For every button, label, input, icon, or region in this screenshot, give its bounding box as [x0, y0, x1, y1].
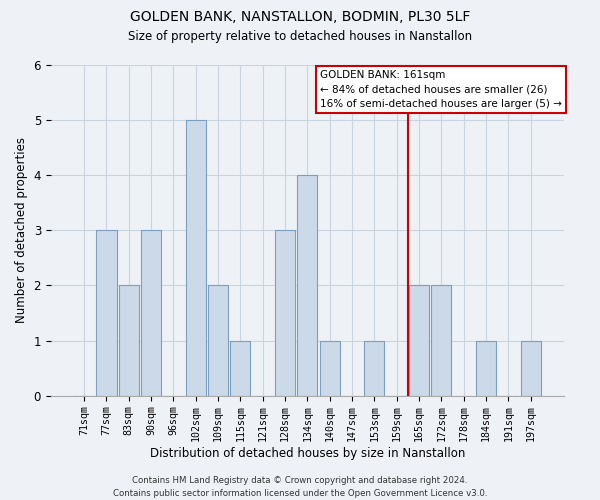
- Text: GOLDEN BANK, NANSTALLON, BODMIN, PL30 5LF: GOLDEN BANK, NANSTALLON, BODMIN, PL30 5L…: [130, 10, 470, 24]
- Bar: [97, 230, 116, 396]
- Text: GOLDEN BANK: 161sqm
← 84% of detached houses are smaller (26)
16% of semi-detach: GOLDEN BANK: 161sqm ← 84% of detached ho…: [320, 70, 562, 109]
- Text: Contains HM Land Registry data © Crown copyright and database right 2024.
Contai: Contains HM Land Registry data © Crown c…: [113, 476, 487, 498]
- Bar: [521, 340, 541, 396]
- Bar: [275, 230, 295, 396]
- Bar: [476, 340, 496, 396]
- Bar: [431, 286, 451, 396]
- Bar: [230, 340, 250, 396]
- Text: Size of property relative to detached houses in Nanstallon: Size of property relative to detached ho…: [128, 30, 472, 43]
- Bar: [298, 175, 317, 396]
- X-axis label: Distribution of detached houses by size in Nanstallon: Distribution of detached houses by size …: [150, 447, 465, 460]
- Y-axis label: Number of detached properties: Number of detached properties: [15, 138, 28, 324]
- Bar: [320, 340, 340, 396]
- Bar: [364, 340, 385, 396]
- Bar: [208, 286, 228, 396]
- Bar: [141, 230, 161, 396]
- Bar: [186, 120, 206, 396]
- Bar: [409, 286, 429, 396]
- Bar: [119, 286, 139, 396]
